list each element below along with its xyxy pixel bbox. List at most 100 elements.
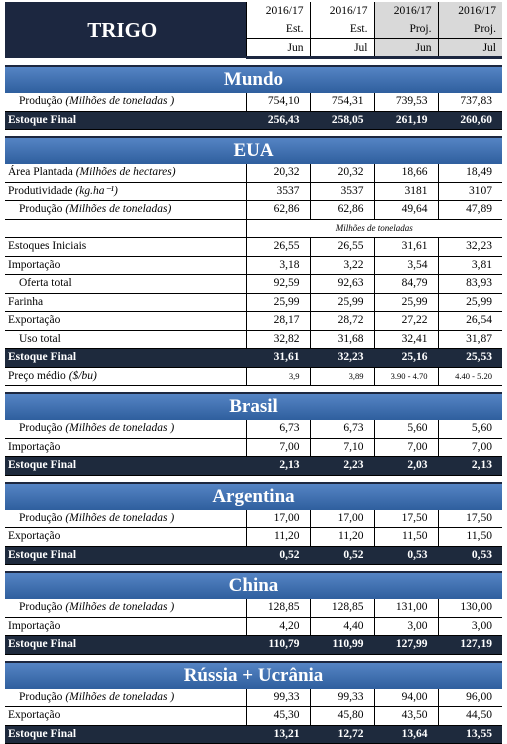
cell-value: 25,99	[246, 293, 310, 312]
cell-value: 17,50	[374, 510, 438, 528]
cell-value: 0,53	[438, 546, 502, 565]
cell-value: 99,33	[310, 689, 374, 707]
cell-value: 110,99	[310, 636, 374, 655]
label-text: Estoque Final	[8, 459, 76, 471]
row-label: Exportação	[5, 312, 246, 331]
row-label: Preço médio ($/bu)	[5, 367, 246, 386]
row-label: Uso total	[5, 330, 246, 349]
label-text: Exportação	[8, 530, 60, 542]
cell-value: 2,03	[374, 457, 438, 476]
label-text: Uso total	[19, 333, 61, 345]
cell-value: 131,00	[374, 599, 438, 617]
row-label: Estoque Final	[5, 546, 246, 565]
row-label: Produção (Milhões de toneladas )	[5, 599, 246, 617]
label-text: Produtividade	[8, 185, 73, 197]
row-label: Produção (Milhões de toneladas )	[5, 510, 246, 528]
label-text: Estoque Final	[8, 549, 76, 561]
cell-value: 4,40	[310, 617, 374, 636]
row-label: Importação	[5, 256, 246, 275]
column-month: Jun	[374, 39, 438, 58]
cell-value: 3,00	[438, 617, 502, 636]
cell-value: 0,53	[374, 546, 438, 565]
label-text: Produção	[19, 691, 62, 703]
section-header: Mundo	[5, 65, 502, 93]
cell-value: 44,50	[438, 707, 502, 726]
row-label: Área Plantada (Milhões de hectares)	[5, 164, 246, 182]
cell-value: 3181	[374, 182, 438, 201]
cell-value: 32,23	[438, 238, 502, 257]
cell-value: 130,00	[438, 599, 502, 617]
cell-value: 17,00	[310, 510, 374, 528]
column-month: Jul	[438, 39, 502, 58]
cell-value: 43,50	[374, 707, 438, 726]
cell-value: 17,50	[438, 510, 502, 528]
column-kind: Proj.	[438, 20, 502, 39]
cell-value: 17,00	[246, 510, 310, 528]
table-title: TRIGO	[5, 2, 246, 58]
unit: (kg.ha⁻¹)	[75, 185, 117, 197]
row-label	[5, 219, 246, 238]
label-text: Importação	[8, 620, 60, 632]
cell-value: 2,13	[246, 457, 310, 476]
cell-value: 11,20	[310, 528, 374, 547]
cell-value: 737,83	[438, 93, 502, 111]
cell-value: 256,43	[246, 111, 310, 130]
cell-value: 12,72	[310, 725, 374, 744]
cell-value: 739,53	[374, 93, 438, 111]
cell-value: 2,23	[310, 457, 374, 476]
cell-value: 11,50	[438, 528, 502, 547]
cell-value: 7,00	[438, 438, 502, 457]
cell-value: 32,82	[246, 330, 310, 349]
section-table: Área Plantada (Milhões de hectares) 20,32…	[5, 164, 502, 386]
row-label: Estoque Final	[5, 349, 246, 368]
column-month: Jun	[246, 39, 310, 58]
cell-value: 28,72	[310, 312, 374, 331]
cell-value: 258,05	[310, 111, 374, 130]
cell-value: 2,13	[438, 457, 502, 476]
cell-value: 47,89	[438, 201, 502, 220]
label-text: Exportação	[8, 709, 60, 721]
cell-value: 3.90 - 4.70	[374, 367, 438, 386]
cell-value: 0,52	[310, 546, 374, 565]
cell-value: 4,20	[246, 617, 310, 636]
cell-value: 25,16	[374, 349, 438, 368]
cell-value: 7,10	[310, 438, 374, 457]
cell-value: 3,18	[246, 256, 310, 275]
cell-value: 5,60	[374, 420, 438, 438]
row-label: Estoques Iniciais	[5, 238, 246, 257]
label-text: Produção	[19, 95, 62, 107]
column-kind: Est.	[310, 20, 374, 39]
label-text: Estoque Final	[8, 638, 76, 650]
cell-value: 31,87	[438, 330, 502, 349]
unit: (Milhões de hectares)	[76, 166, 176, 178]
label-text: Estoque Final	[8, 728, 76, 740]
label-text: Estoque Final	[8, 114, 76, 126]
label-text: Preço médio	[8, 370, 66, 382]
label-text: Exportação	[8, 314, 60, 326]
label-text: Produção	[19, 601, 62, 613]
cell-value: 20,32	[310, 164, 374, 182]
cell-value: 261,19	[374, 111, 438, 130]
row-label: Produção (Milhões de toneladas )	[5, 420, 246, 438]
cell-value: 127,99	[374, 636, 438, 655]
cell-value: 32,23	[310, 349, 374, 368]
cell-value: 128,85	[310, 599, 374, 617]
unit: (Milhões de toneladas )	[65, 95, 174, 107]
cell-value: 3,22	[310, 256, 374, 275]
section-table: Produção (Milhões de toneladas ) 128,85 12…	[5, 599, 502, 655]
row-label: Produtividade (kg.ha⁻¹)	[5, 182, 246, 201]
